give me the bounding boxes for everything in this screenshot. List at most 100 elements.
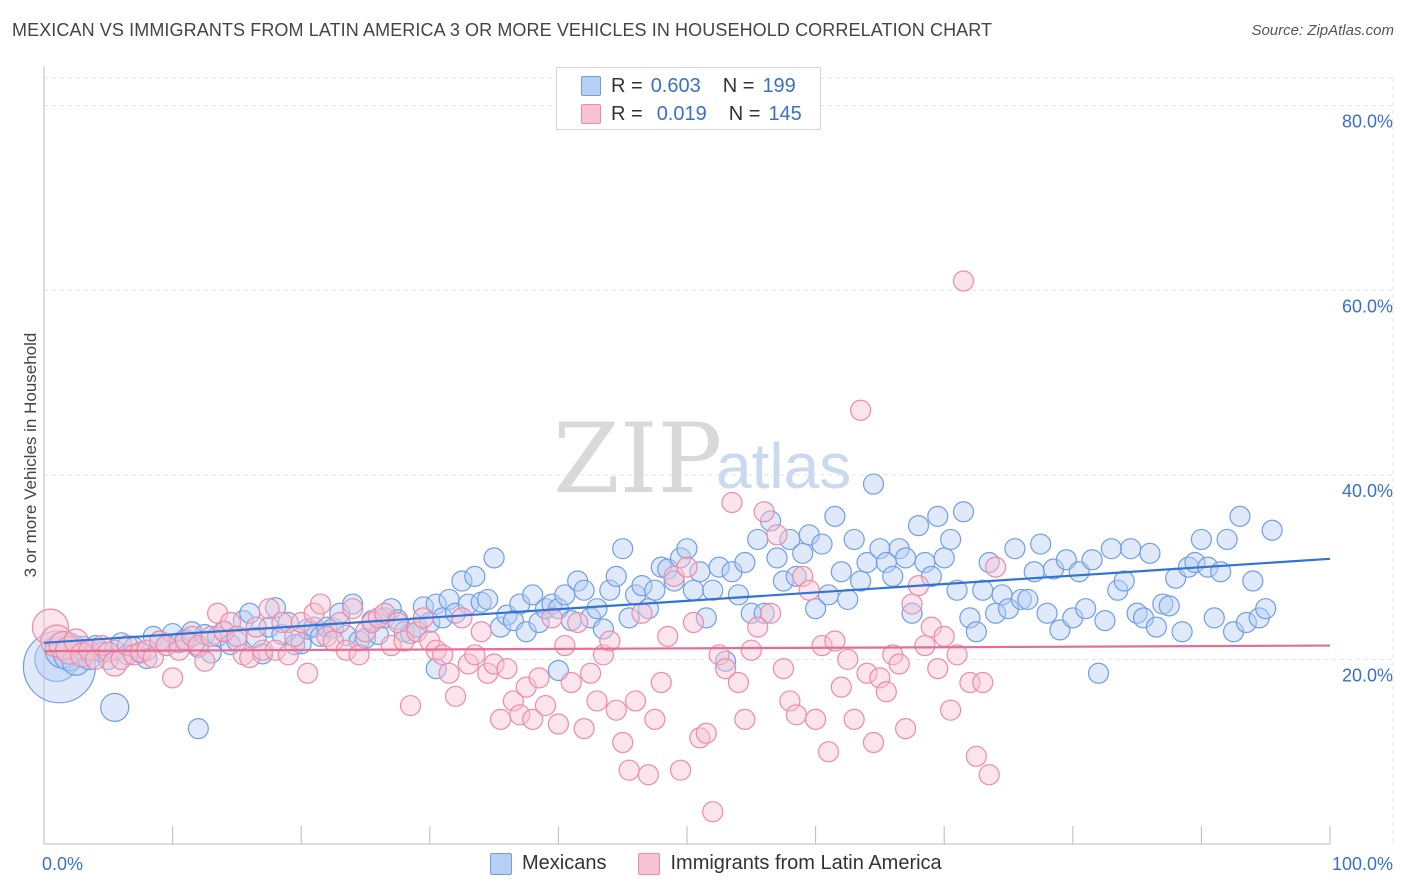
mexicans-point: [1100, 538, 1122, 560]
mexicans-point: [316, 616, 338, 638]
legend-r-value: 0.019: [656, 102, 707, 125]
mexicans-point: [862, 473, 885, 495]
immigrants-point: [952, 270, 975, 292]
mexicans-point: [676, 538, 698, 560]
legend-row-mexicans: R = 0.603 N = 199: [581, 74, 796, 98]
mexicans-point: [425, 658, 447, 680]
mexicans-point: [792, 542, 814, 564]
mexicans-point: [1229, 505, 1251, 527]
immigrants-point: [509, 704, 531, 726]
immigrants-point: [933, 625, 955, 647]
mexicans-point: [1030, 533, 1052, 555]
immigrants-point: [779, 690, 801, 712]
y-tick-label: 60.0%: [1342, 296, 1393, 316]
mexicans-point: [901, 602, 923, 624]
mexicans-point: [477, 588, 499, 611]
mexicans-point: [940, 528, 962, 551]
mexicans-point: [747, 528, 769, 551]
immigrants-point: [631, 602, 653, 624]
legend-r-value: 0.603: [650, 74, 701, 97]
immigrants-point: [657, 625, 679, 647]
immigrants-point: [522, 708, 544, 731]
immigrants-point: [110, 648, 132, 671]
legend-swatch-immigrants: [638, 852, 661, 875]
mexicans-point: [663, 570, 685, 592]
y-tick-label: 40.0%: [1342, 481, 1393, 501]
mexicans-point: [1171, 621, 1193, 643]
mexicans-point: [1158, 595, 1180, 617]
mexicans-point: [727, 584, 750, 606]
mexicans-point: [882, 565, 904, 587]
mexicans-point: [952, 501, 975, 523]
immigrants-point: [219, 611, 242, 634]
immigrants-point: [850, 399, 872, 421]
mexicans-point: [1216, 528, 1238, 551]
legend-swatch-immigrants: [581, 104, 601, 124]
immigrants-point: [560, 671, 582, 694]
immigrants-point: [721, 491, 743, 514]
mexicans-point: [933, 547, 955, 569]
immigrants-point: [464, 644, 486, 666]
immigrants-point: [669, 759, 692, 781]
immigrants-point: [483, 653, 505, 675]
legend-n-value: 145: [768, 102, 802, 125]
immigrants-point: [387, 611, 409, 634]
immigrants-point: [502, 690, 524, 712]
mexicans-point: [1261, 519, 1283, 541]
immigrants-point: [432, 644, 454, 666]
mexicans-point: [464, 565, 486, 587]
mexicans-point: [753, 602, 775, 624]
immigrants-point: [676, 556, 698, 578]
mexicans-trend-line: [43, 557, 1331, 644]
immigrants-point: [567, 611, 589, 634]
immigrants-point: [528, 667, 550, 689]
mexicans-point: [843, 528, 865, 551]
mexicans-point: [631, 574, 653, 597]
mexicans-point: [972, 579, 994, 601]
immigrants-point: [747, 616, 769, 638]
mexicans-point: [850, 570, 872, 592]
immigrants-point: [811, 634, 833, 657]
legend-item-immigrants[interactable]: Immigrants from Latin America: [638, 852, 942, 875]
immigrants-point: [727, 671, 750, 694]
immigrants-point: [438, 662, 460, 684]
immigrants-point: [804, 708, 827, 731]
mexicans-point: [1004, 538, 1026, 560]
immigrants-point: [309, 593, 332, 615]
immigrants-point: [862, 731, 885, 754]
watermark-atlas: atlas: [716, 430, 851, 502]
immigrants-point: [985, 556, 1007, 578]
immigrants-point: [914, 634, 936, 657]
mexicans-point: [785, 565, 807, 587]
immigrants-point: [759, 602, 782, 624]
immigrants-point: [895, 718, 917, 740]
immigrants-point: [766, 524, 788, 546]
mexicans-point: [869, 538, 891, 560]
legend-item-mexicans[interactable]: Mexicans: [490, 852, 606, 875]
immigrants-point: [714, 658, 737, 680]
mexicans-point: [1120, 538, 1142, 560]
immigrants-point: [946, 644, 968, 666]
immigrants-point: [792, 565, 814, 587]
immigrants-point: [734, 708, 756, 731]
trend-lines: [43, 557, 1331, 653]
mexicans-point: [702, 579, 724, 601]
immigrants-point: [901, 593, 923, 615]
mexicans-point: [1087, 662, 1110, 684]
y-tick-labels: 20.0% 40.0% 60.0% 80.0%: [1342, 112, 1393, 686]
immigrants-point: [830, 676, 852, 698]
mexicans-point: [586, 598, 608, 620]
mexicans-point: [714, 650, 737, 672]
immigrants-point: [586, 690, 608, 712]
mexicans-point: [1203, 607, 1225, 629]
chart-title: MEXICAN VS IMMIGRANTS FROM LATIN AMERICA…: [12, 20, 993, 40]
immigrants-point: [399, 694, 422, 717]
mexicans-point: [817, 584, 840, 606]
series-legend: Mexicans Immigrants from Latin America: [490, 852, 974, 875]
mexicans-point: [811, 533, 833, 555]
immigrants-point: [489, 708, 512, 731]
legend-label-mexicans: Mexicans: [522, 852, 607, 874]
legend-label-immigrants: Immigrants from Latin America: [670, 852, 942, 874]
mexicans-point: [483, 547, 505, 569]
